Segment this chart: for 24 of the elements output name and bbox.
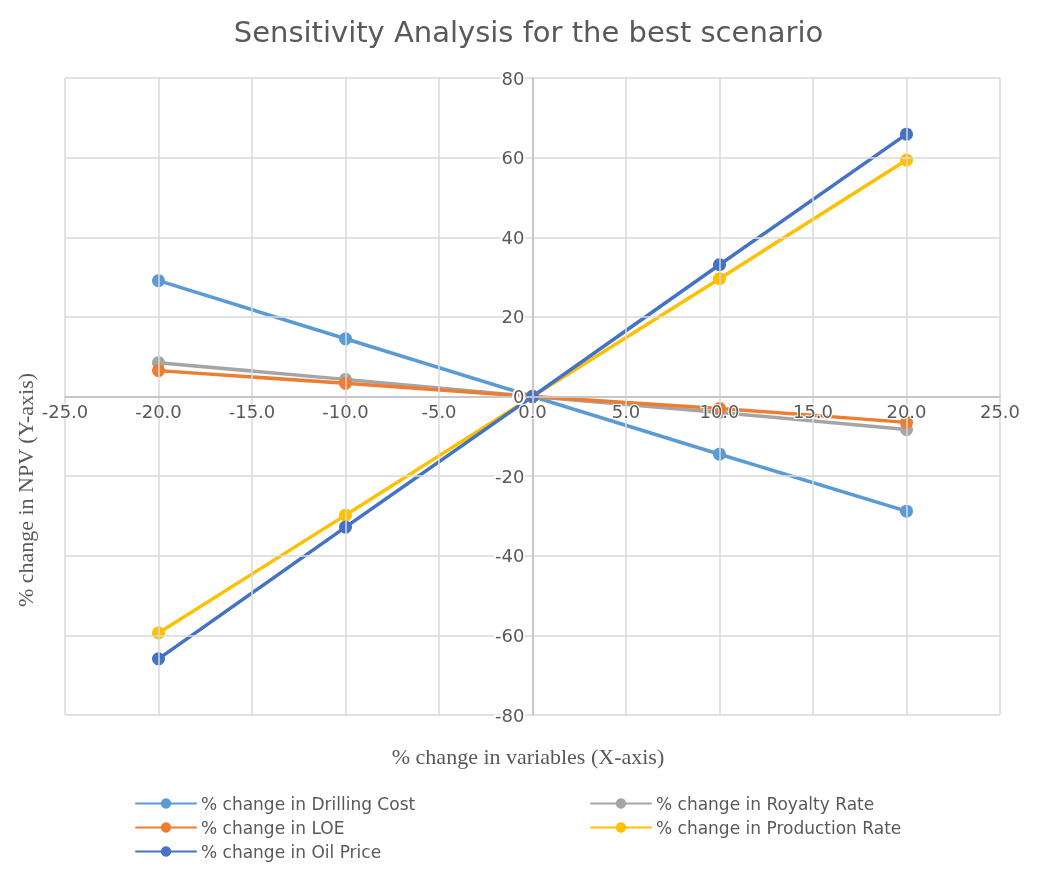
y-tick-label: 20 [501, 306, 525, 328]
y-axis-title: % change in NPV (Y-axis) [12, 372, 38, 608]
y-tick-label: -20 [495, 465, 525, 487]
legend-label: % change in Production Rate [656, 817, 902, 838]
legend-label: % change in Royalty Rate [656, 793, 875, 814]
x-tick-label: -20.0 [135, 401, 182, 422]
y-tick-label: 40 [501, 226, 525, 248]
y-tick-label: -60 [495, 624, 525, 646]
y-tick-label: 60 [501, 147, 525, 169]
legend-label: % change in LOE [201, 817, 345, 838]
y-tick-label: -80 [495, 704, 525, 726]
x-tick-label: -15.0 [228, 401, 276, 422]
y-tick-label: -40 [495, 545, 525, 567]
y-tick-label: 80 [501, 67, 525, 89]
x-tick-label: -5.0 [421, 401, 457, 422]
x-axis-title: % change in variables (X-axis) [391, 743, 665, 769]
x-tick-label: -25.0 [41, 401, 89, 422]
x-tick-label: 20.0 [886, 401, 927, 422]
x-tick-label: 25.0 [979, 401, 1021, 422]
legend-label: % change in Drilling Cost [201, 793, 416, 814]
x-tick-label: -10.0 [322, 401, 369, 422]
legend-label: % change in Oil Price [201, 841, 382, 862]
x-tick-label: 5.0 [611, 401, 641, 422]
chart-title: Sensitivity Analysis for the best scenario [233, 14, 824, 49]
